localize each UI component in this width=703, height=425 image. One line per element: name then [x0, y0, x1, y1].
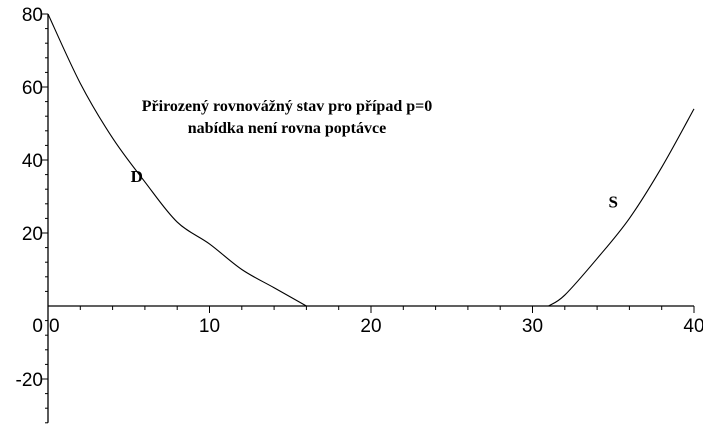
x-tick-label: 0 — [49, 316, 60, 337]
y-tick-label: 60 — [22, 78, 43, 99]
ticks — [42, 13, 695, 424]
y-tick-label: -20 — [16, 370, 43, 391]
axes — [47, 14, 694, 423]
series-label-d: D — [131, 167, 143, 186]
annotation-line-1: Přirozený rovnovážný stav pro případ p=0 — [142, 98, 432, 115]
series-line-s — [548, 108, 695, 307]
x-tick-label: 30 — [522, 316, 543, 337]
series-label-s: S — [609, 192, 618, 211]
y-tick-label: 40 — [22, 151, 43, 172]
tick-labels: 10 20 30 40 0 0 80 60 40 20 -20 — [16, 5, 703, 391]
annotation-line-2: nabídka není rovna poptávce — [188, 120, 386, 137]
y-tick-label: 80 — [22, 5, 43, 26]
y-tick-label: 20 — [22, 224, 43, 245]
x-tick-label: 10 — [199, 316, 220, 337]
series-line-d — [47, 13, 307, 307]
x-tick-label: 40 — [683, 316, 703, 337]
curves — [47, 13, 695, 307]
curve-labels: DS — [131, 167, 618, 212]
y-tick-label: 0 — [32, 316, 43, 337]
x-tick-label: 20 — [360, 316, 381, 337]
annotations: Přirozený rovnovážný stav pro případ p=0… — [142, 98, 432, 137]
